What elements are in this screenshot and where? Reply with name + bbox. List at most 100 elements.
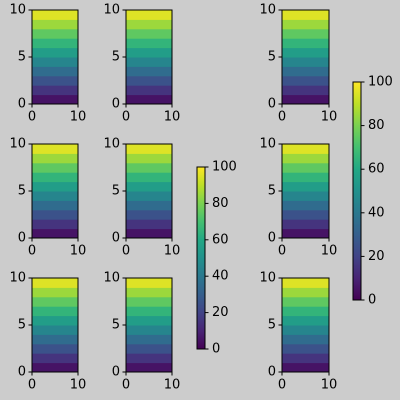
y-tick-label: 0 [268,365,276,380]
colorbar-tick-label: 20 [212,305,229,320]
heatmap-cell [32,38,78,49]
colorbar-tick-label: 100 [212,160,237,175]
x-tick-label: 0 [122,244,130,259]
colorbar-tick-label: 40 [368,205,385,220]
y-tick-label: 0 [18,97,26,112]
heatmap-cell [126,296,172,307]
heatmap-cell [126,287,172,298]
colorbar-tick-label: 0 [368,293,376,308]
heatmap-cell [282,306,329,317]
heatmap-cell [126,325,172,335]
heatmap-cell [282,181,329,192]
heatmap-cell [32,209,78,220]
heatmap-cell [282,57,329,67]
heatmap-cell [32,278,78,288]
heatmap-cell [32,325,78,335]
colorbar-tick-label: 0 [212,342,220,357]
heatmap-cell [32,287,78,298]
heatmap-cell [32,343,78,354]
heatmap-cell [282,144,329,154]
heatmap-cell [32,162,78,173]
heatmap-cell [32,200,78,211]
heatmap-cell [126,353,172,364]
heatmap-cell [282,219,329,230]
x-tick-label: 10 [164,110,181,125]
x-tick-label: 10 [321,378,338,393]
heatmap-cell [282,10,329,20]
heatmap-cell [32,228,78,239]
colorbar-tick-label: 80 [212,196,229,211]
heatmap-cell [282,228,329,239]
colorbar-tick-label: 100 [368,75,393,90]
heatmap-cell [32,315,78,326]
heatmap-cell [32,306,78,317]
x-tick-label: 0 [278,244,286,259]
y-tick-label: 5 [18,50,26,65]
heatmap-cell [32,296,78,307]
heatmap-cell [32,153,78,164]
heatmap-cell [126,278,172,288]
y-tick-label: 5 [18,184,26,199]
y-tick-label: 5 [268,184,276,199]
heatmap-cell [126,153,172,164]
heatmap-cell [32,47,78,58]
heatmap-cell [32,172,78,183]
colorbar-tick-label: 60 [212,232,229,247]
heatmap-cell [282,362,329,373]
y-tick-label: 0 [268,97,276,112]
heatmap-cell [282,200,329,211]
heatmap-cell [282,353,329,364]
colorbar-tick-label: 80 [368,118,385,133]
heatmap-cell [32,181,78,192]
x-tick-label: 10 [70,378,87,393]
y-tick-label: 10 [9,137,26,152]
heatmap-cell [32,10,78,20]
colorbar-tick-label: 40 [212,269,229,284]
x-tick-label: 0 [278,378,286,393]
heatmap-cell [282,172,329,183]
heatmap-cell [126,94,172,105]
x-tick-label: 0 [122,110,130,125]
heatmap-cell [32,219,78,230]
y-tick-label: 0 [18,231,26,246]
heatmap-cell [126,57,172,67]
heatmap-cell [126,343,172,354]
colorbar [196,166,206,350]
y-tick-label: 10 [259,3,276,18]
x-tick-label: 0 [28,378,36,393]
heatmap-cell [126,75,172,86]
y-tick-label: 5 [268,318,276,333]
heatmap-cell [282,85,329,96]
heatmap-cell [32,334,78,345]
heatmap-cell [282,162,329,173]
x-tick-label: 10 [164,244,181,259]
heatmap-cell [282,287,329,298]
heatmap-cell [282,38,329,49]
x-tick-label: 0 [122,378,130,393]
x-tick-label: 10 [321,110,338,125]
heatmap-cell [282,19,329,30]
heatmap-cell [126,228,172,239]
y-tick-label: 0 [18,365,26,380]
x-tick-label: 10 [70,110,87,125]
heatmap-cell [282,66,329,77]
heatmap-cell [126,66,172,77]
x-tick-label: 0 [28,244,36,259]
x-tick-label: 10 [164,378,181,393]
heatmap-cell [282,191,329,201]
x-tick-label: 10 [321,244,338,259]
heatmap-cell [282,278,329,288]
heatmap-cell [32,28,78,39]
colorbar-tick-label: 20 [368,249,385,264]
heatmap-cell [126,181,172,192]
heatmap-cell [32,144,78,154]
colorbar [352,81,362,301]
y-tick-label: 10 [103,137,120,152]
heatmap-cell [32,353,78,364]
heatmap-cell [126,162,172,173]
y-tick-label: 5 [112,50,120,65]
x-tick-label: 10 [70,244,87,259]
heatmap-cell [126,209,172,220]
y-tick-label: 10 [9,3,26,18]
